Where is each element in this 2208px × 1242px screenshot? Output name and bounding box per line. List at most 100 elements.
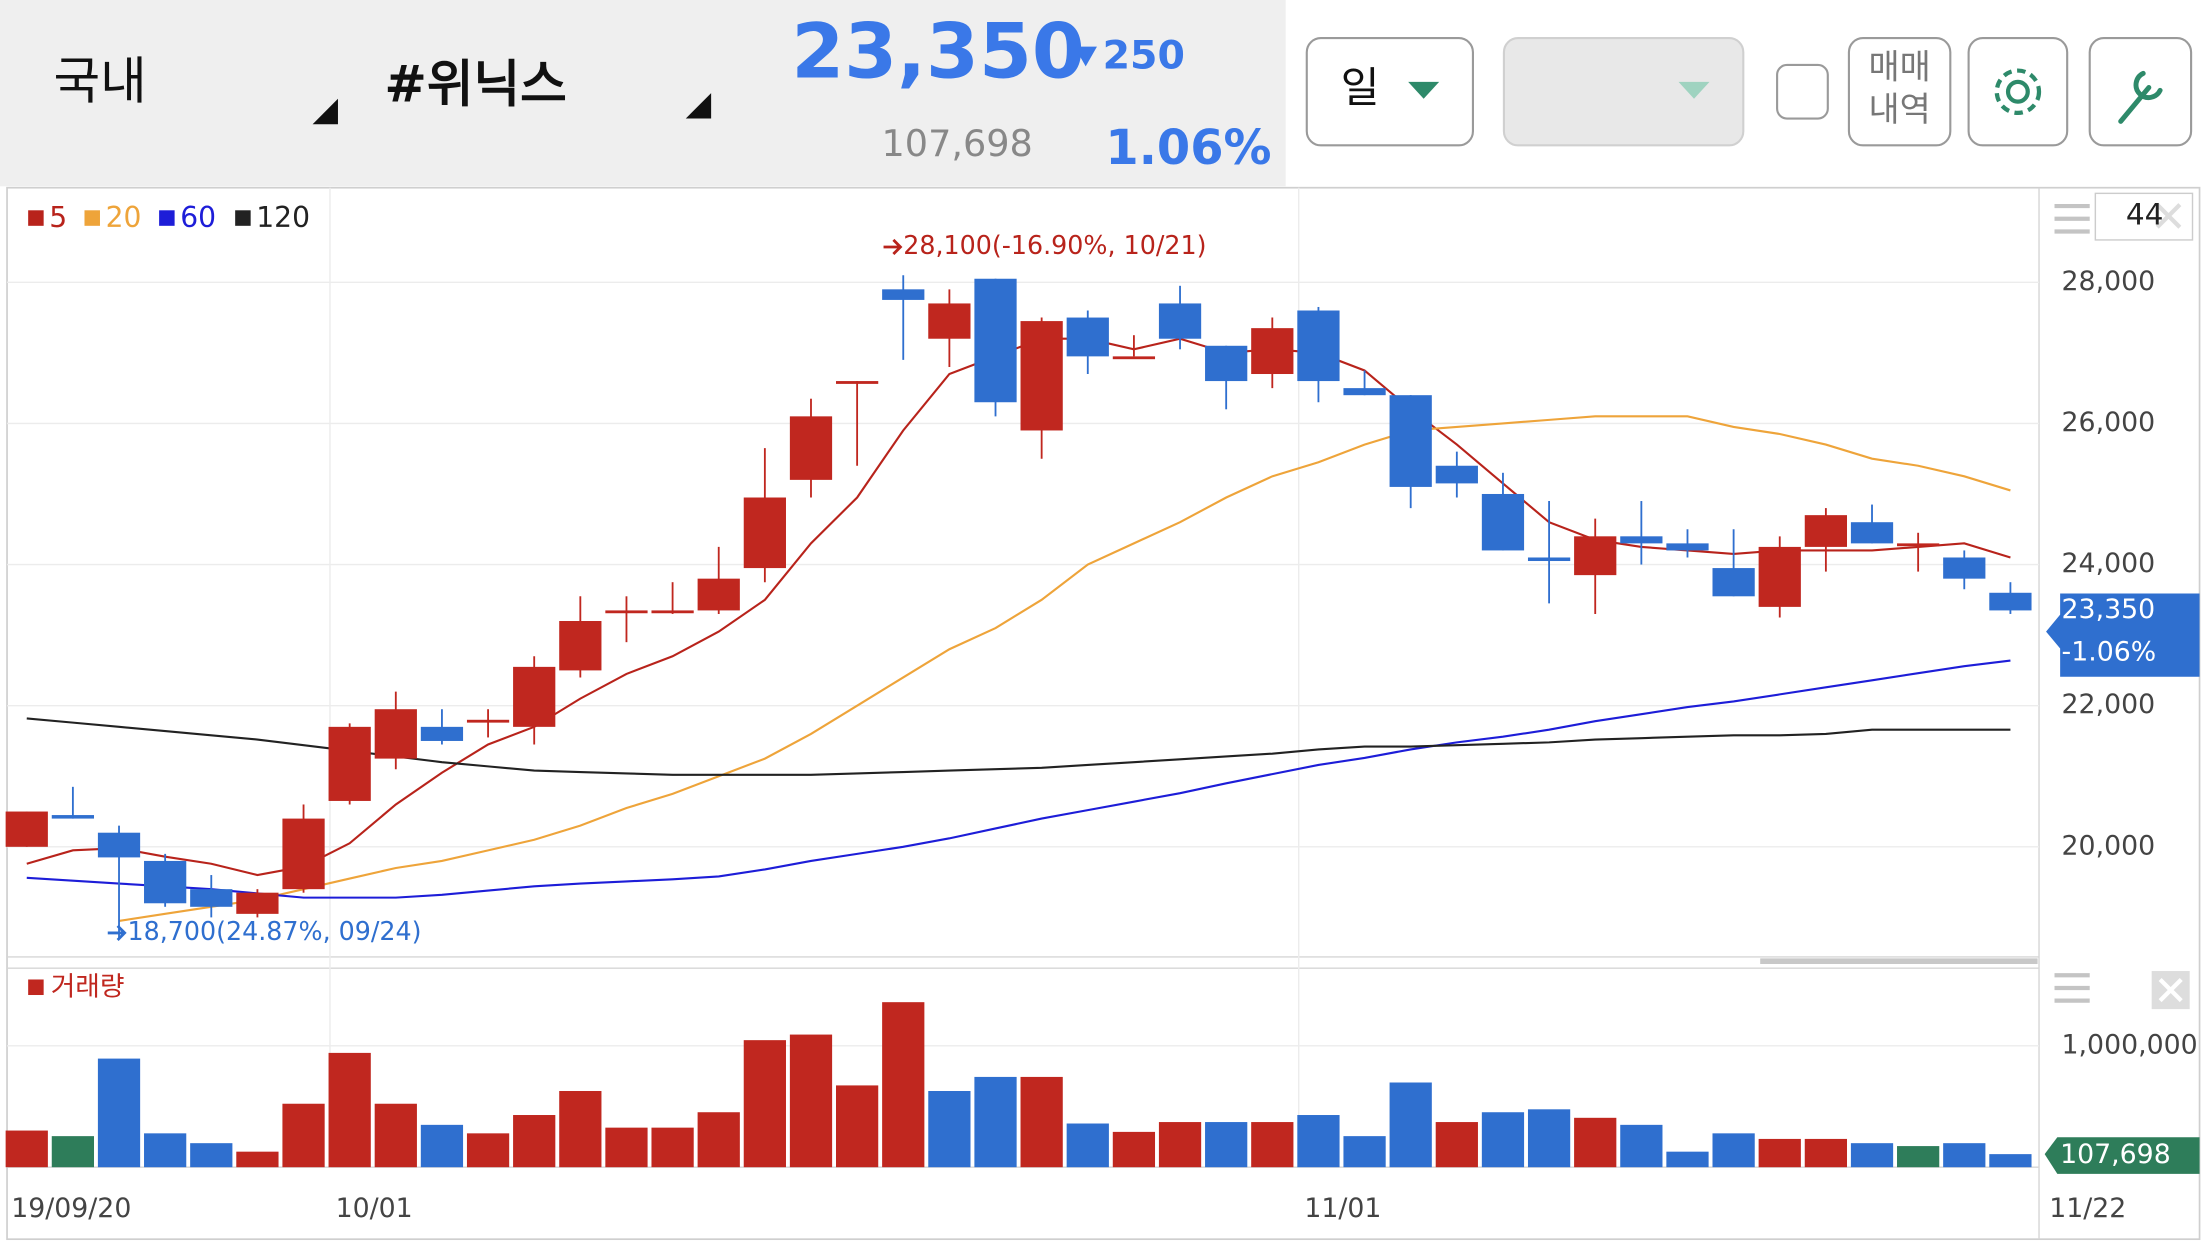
candle-body bbox=[51, 815, 95, 819]
candle-body bbox=[1943, 557, 1986, 579]
annotation: 18,700(24.87%, 09/24) bbox=[127, 916, 421, 946]
candle-body bbox=[1435, 465, 1478, 484]
candle-body bbox=[1158, 303, 1202, 339]
y-tick-label: 28,000 bbox=[2062, 266, 2156, 297]
volume-bar bbox=[5, 1130, 48, 1168]
volume-bar bbox=[835, 1085, 879, 1168]
candle-body bbox=[928, 303, 971, 339]
period-label: 일 bbox=[1341, 63, 1380, 112]
candle-body bbox=[974, 278, 1017, 403]
volume-bar bbox=[974, 1076, 1017, 1168]
price-tag-change: -1.06% bbox=[2062, 636, 2157, 667]
candle-body bbox=[1297, 310, 1340, 382]
volume-bar bbox=[743, 1040, 786, 1168]
candle-body bbox=[1989, 592, 2032, 611]
candle-body bbox=[5, 811, 48, 847]
candle-body bbox=[374, 709, 417, 759]
volume-bar bbox=[1251, 1122, 1294, 1168]
volume-bar bbox=[1897, 1146, 1940, 1168]
history-label: 내역 bbox=[1869, 90, 1931, 129]
candle-body bbox=[882, 289, 925, 300]
volume-bar bbox=[466, 1133, 510, 1168]
candle-body bbox=[559, 621, 602, 671]
candle-body bbox=[1020, 321, 1063, 431]
chart-frame bbox=[6, 186, 2201, 1241]
legend-label: 거래량 bbox=[51, 971, 125, 1002]
legend-swatch bbox=[28, 210, 44, 226]
volume-bar bbox=[374, 1103, 417, 1168]
dropdown-arrow bbox=[1678, 81, 1710, 99]
volume-bar bbox=[1758, 1138, 1801, 1168]
period-dropdown[interactable] bbox=[1305, 37, 1474, 147]
legend-swatch bbox=[84, 210, 100, 226]
market-selector[interactable]: 국내 bbox=[54, 52, 147, 111]
candle-body bbox=[282, 818, 325, 890]
down-arrow bbox=[1074, 46, 1097, 67]
volume-bar bbox=[1989, 1154, 2032, 1168]
volume-bar bbox=[1527, 1109, 1571, 1168]
candle-body bbox=[697, 578, 740, 611]
candle-body bbox=[1620, 536, 1663, 544]
volume-bar bbox=[1481, 1112, 1525, 1168]
volume-bar bbox=[1343, 1136, 1386, 1168]
dropdown-corner bbox=[685, 93, 712, 119]
y-tick-label: 20,000 bbox=[2062, 830, 2156, 861]
volume-bar bbox=[282, 1103, 325, 1168]
count-box[interactable] bbox=[2094, 192, 2194, 241]
indicator-dropdown[interactable] bbox=[1502, 37, 1745, 147]
history-label: 매매 bbox=[1869, 48, 1931, 87]
header-bg bbox=[0, 0, 1286, 187]
x-tick-label: 11/22 bbox=[2049, 1193, 2126, 1224]
candle-body bbox=[1666, 543, 1709, 551]
ma-line bbox=[26, 337, 2011, 877]
menu-icon[interactable] bbox=[2054, 973, 2090, 1003]
volume-bar bbox=[97, 1058, 141, 1168]
volume-bar bbox=[1620, 1124, 1663, 1168]
volume-bar bbox=[1850, 1143, 1894, 1168]
candle-body bbox=[1112, 356, 1156, 360]
volume-bar bbox=[328, 1052, 371, 1168]
annotation-arrow bbox=[107, 924, 127, 941]
candle-body bbox=[1897, 543, 1940, 547]
volume-bar bbox=[1020, 1076, 1063, 1168]
volume-bar bbox=[928, 1090, 971, 1168]
gear-icon bbox=[1994, 68, 2042, 116]
menu-icon[interactable] bbox=[2054, 203, 2090, 234]
dropdown-corner bbox=[312, 98, 338, 125]
x-tick-label: 10/01 bbox=[336, 1193, 413, 1224]
volume-bar bbox=[651, 1127, 694, 1168]
candle-body bbox=[144, 860, 187, 904]
volume-tag-label: 107,698 bbox=[2060, 1139, 2171, 1170]
candle-body bbox=[1389, 395, 1432, 487]
y-tick-label: 24,000 bbox=[2062, 548, 2156, 579]
volume-bar bbox=[1804, 1138, 1848, 1168]
candle-body bbox=[190, 889, 233, 907]
volume-bar bbox=[605, 1127, 648, 1168]
dropdown-arrow bbox=[1408, 81, 1440, 99]
candle-body bbox=[1712, 568, 1755, 597]
volume-bar bbox=[559, 1090, 602, 1168]
y-tick-label: 1,000,000 bbox=[2062, 1029, 2198, 1060]
volume-bar bbox=[51, 1136, 95, 1168]
annotation: 28,100(-16.90%, 10/21) bbox=[903, 230, 1206, 260]
candle-body bbox=[1251, 328, 1294, 375]
candle-body bbox=[236, 892, 279, 914]
ma-line bbox=[26, 717, 2011, 776]
volume-tag bbox=[2044, 1137, 2200, 1174]
volume-bar bbox=[1297, 1115, 1340, 1168]
volume-bar bbox=[144, 1133, 187, 1168]
stock-selector[interactable]: #위닉스 bbox=[384, 54, 566, 113]
volume-bar bbox=[1112, 1131, 1156, 1168]
settings-button[interactable] bbox=[1967, 37, 2069, 147]
close-icon[interactable] bbox=[2155, 203, 2182, 229]
ma-line bbox=[26, 659, 2011, 899]
close-icon bbox=[2158, 977, 2183, 1003]
checkbox[interactable] bbox=[1776, 63, 1829, 120]
candle-body bbox=[1527, 557, 1571, 562]
volume-bar bbox=[236, 1151, 279, 1168]
price-tag bbox=[2046, 593, 2200, 677]
history-button[interactable] bbox=[1847, 37, 1952, 147]
volume-bar bbox=[1574, 1117, 1617, 1168]
